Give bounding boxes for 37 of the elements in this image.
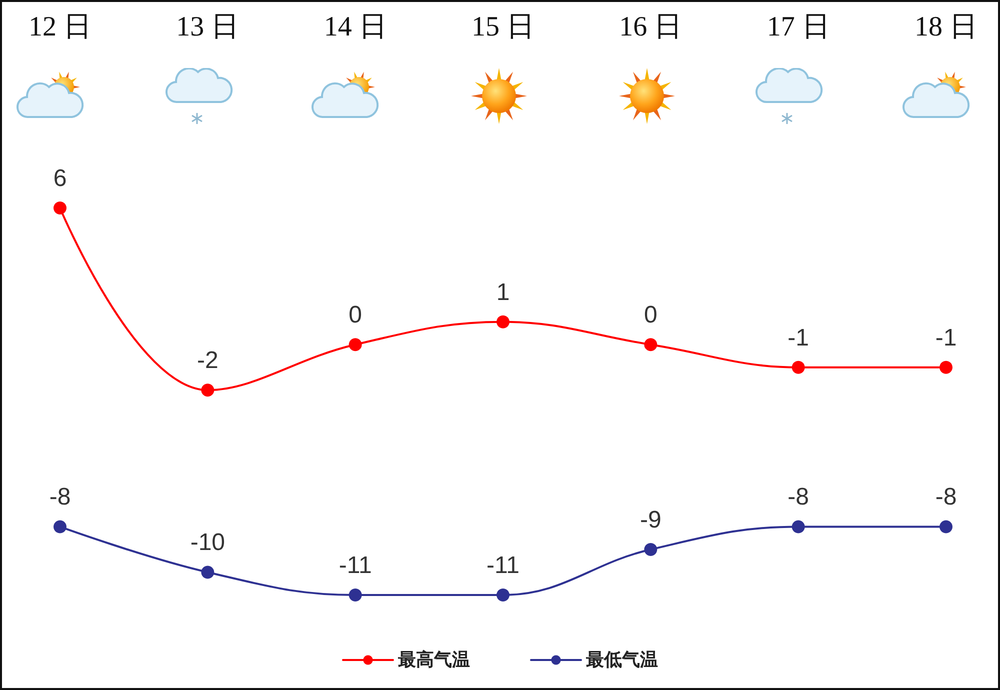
data-label: 1 xyxy=(496,278,510,306)
point xyxy=(792,520,805,534)
data-label: -10 xyxy=(190,529,226,556)
point xyxy=(496,588,510,602)
data-label: -8 xyxy=(788,484,810,511)
x-tick-label: 14 日 xyxy=(324,12,387,42)
data-label: 0 xyxy=(644,302,658,329)
x-tick-label: 18 日 xyxy=(914,12,978,42)
data-label: -1 xyxy=(935,324,957,352)
point xyxy=(348,338,362,352)
point xyxy=(201,384,214,397)
x-tick-label: 16 日 xyxy=(619,12,682,42)
legend-label: 最高气温 xyxy=(397,650,470,670)
data-label: -1 xyxy=(788,324,810,352)
x-tick-label: 13 日 xyxy=(176,12,240,42)
legend-label: 最低气温 xyxy=(585,650,658,670)
x-tick-label: 12 日 xyxy=(28,12,92,42)
data-label: -2 xyxy=(196,347,218,374)
data-label: -11 xyxy=(338,552,372,579)
x-tick-label: 15 日 xyxy=(472,12,534,42)
point xyxy=(54,520,66,534)
point xyxy=(496,315,510,328)
point xyxy=(644,542,658,556)
data-label: -8 xyxy=(49,484,71,511)
data-label: -11 xyxy=(486,552,520,579)
data-label: 6 xyxy=(53,165,67,192)
data-label: -8 xyxy=(935,484,957,511)
point xyxy=(792,360,805,374)
point xyxy=(940,360,952,374)
point xyxy=(940,520,952,534)
point xyxy=(201,566,214,579)
x-tick-label: 17 日 xyxy=(766,12,830,42)
data-label: -9 xyxy=(640,506,662,534)
point xyxy=(348,588,362,602)
data-label: 0 xyxy=(348,302,362,329)
point xyxy=(644,338,658,352)
point xyxy=(54,202,66,214)
